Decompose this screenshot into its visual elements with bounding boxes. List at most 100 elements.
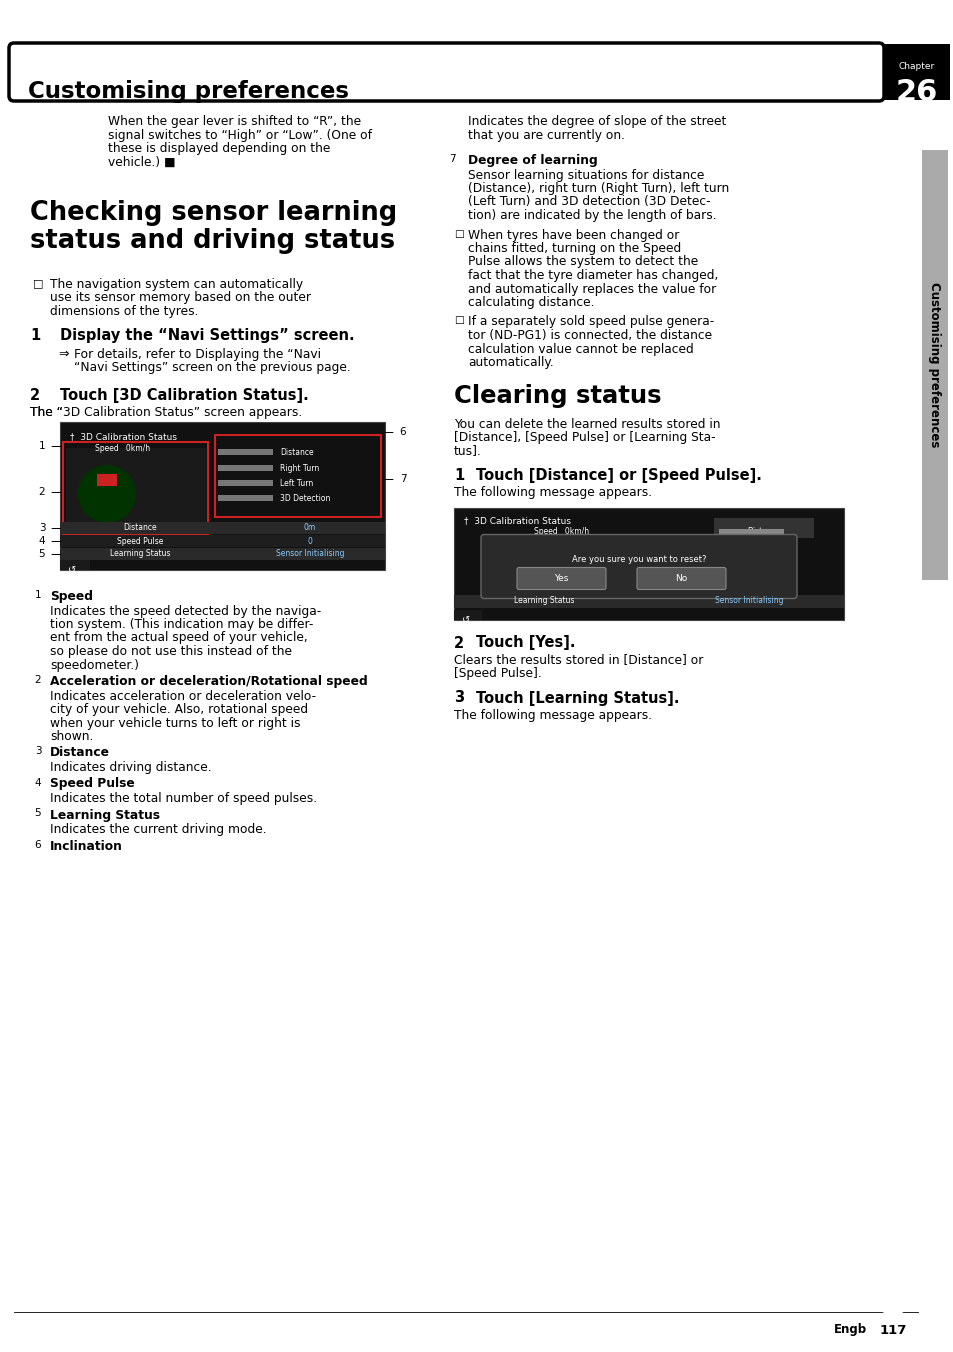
Text: Display the “Navi Settings” screen.: Display the “Navi Settings” screen. bbox=[60, 329, 355, 343]
Bar bbox=[218, 480, 273, 485]
Text: 0m: 0m bbox=[304, 523, 315, 533]
Text: Indicates the total number of speed pulses.: Indicates the total number of speed puls… bbox=[50, 792, 316, 804]
Text: 2: 2 bbox=[39, 487, 45, 498]
Text: tus].: tus]. bbox=[454, 445, 481, 457]
Text: shown.: shown. bbox=[50, 730, 93, 744]
Text: □: □ bbox=[454, 228, 463, 238]
Text: “Navi Settings” screen on the previous page.: “Navi Settings” screen on the previous p… bbox=[74, 361, 351, 375]
Text: 7: 7 bbox=[448, 154, 455, 164]
Text: 2: 2 bbox=[30, 388, 40, 403]
Text: Speed   0km/h: Speed 0km/h bbox=[534, 527, 589, 537]
Text: 117: 117 bbox=[879, 1324, 905, 1337]
Text: †  3D Calibration Status: † 3D Calibration Status bbox=[70, 433, 177, 441]
Text: these is displayed depending on the: these is displayed depending on the bbox=[108, 142, 330, 155]
Text: tion) are indicated by the length of bars.: tion) are indicated by the length of bar… bbox=[468, 210, 716, 222]
Text: The navigation system can automatically: The navigation system can automatically bbox=[50, 279, 303, 291]
Text: that you are currently on.: that you are currently on. bbox=[468, 128, 624, 142]
Bar bbox=[921, 150, 947, 580]
Text: Speed Pulse: Speed Pulse bbox=[50, 777, 134, 791]
Bar bbox=[218, 495, 273, 502]
Text: You can delete the learned results stored in: You can delete the learned results store… bbox=[454, 418, 720, 430]
Text: 2: 2 bbox=[454, 635, 464, 650]
Text: fact that the tyre diameter has changed,: fact that the tyre diameter has changed, bbox=[468, 269, 718, 283]
Text: Clearing status: Clearing status bbox=[454, 384, 660, 407]
Text: 3: 3 bbox=[34, 746, 41, 757]
Bar bbox=[60, 560, 90, 571]
Text: ent from the actual speed of your vehicle,: ent from the actual speed of your vehicl… bbox=[50, 631, 308, 645]
Text: The “3D Calibration Status” screen appears.: The “3D Calibration Status” screen appea… bbox=[30, 406, 302, 419]
Text: Learning Status: Learning Status bbox=[110, 549, 170, 558]
Text: For details, refer to Displaying the “Navi: For details, refer to Displaying the “Na… bbox=[74, 347, 320, 361]
Text: Degree of learning: Degree of learning bbox=[468, 154, 598, 168]
Text: □: □ bbox=[33, 279, 44, 288]
Text: 6: 6 bbox=[399, 427, 406, 437]
Text: The following message appears.: The following message appears. bbox=[454, 708, 652, 722]
FancyBboxPatch shape bbox=[9, 43, 883, 101]
Text: (Left Turn) and 3D detection (3D Detec-: (Left Turn) and 3D detection (3D Detec- bbox=[468, 196, 710, 208]
FancyBboxPatch shape bbox=[517, 568, 605, 589]
Circle shape bbox=[29, 836, 47, 853]
Bar bbox=[214, 435, 380, 516]
Circle shape bbox=[394, 423, 412, 441]
Text: ⇒: ⇒ bbox=[58, 347, 69, 361]
Text: Touch [Learning Status].: Touch [Learning Status]. bbox=[476, 691, 679, 706]
Text: Indicates the current driving mode.: Indicates the current driving mode. bbox=[50, 823, 266, 836]
Text: 1: 1 bbox=[454, 468, 464, 483]
Text: 3D Detection: 3D Detection bbox=[280, 493, 330, 503]
Circle shape bbox=[29, 585, 47, 604]
Text: and automatically replaces the value for: and automatically replaces the value for bbox=[468, 283, 716, 296]
Text: calculating distance.: calculating distance. bbox=[468, 296, 594, 310]
Bar bbox=[60, 548, 385, 560]
Circle shape bbox=[29, 671, 47, 690]
Bar bbox=[60, 535, 385, 548]
Text: Sensor Initialising: Sensor Initialising bbox=[714, 596, 782, 604]
Text: Learning Status: Learning Status bbox=[514, 596, 574, 604]
Text: Touch [Distance] or [Speed Pulse].: Touch [Distance] or [Speed Pulse]. bbox=[476, 468, 761, 483]
Circle shape bbox=[29, 773, 47, 791]
Text: The “: The “ bbox=[30, 406, 63, 419]
Bar bbox=[713, 518, 813, 538]
Text: Sensor Initialising: Sensor Initialising bbox=[275, 549, 344, 558]
Text: Yes: Yes bbox=[554, 575, 568, 583]
Text: 1: 1 bbox=[30, 329, 40, 343]
Bar bbox=[60, 422, 385, 571]
FancyBboxPatch shape bbox=[637, 568, 725, 589]
Bar bbox=[454, 595, 843, 607]
Text: Speed   0km/h: Speed 0km/h bbox=[95, 443, 150, 453]
Bar bbox=[454, 507, 843, 619]
Text: Distance: Distance bbox=[50, 746, 110, 760]
Text: calculation value cannot be replaced: calculation value cannot be replaced bbox=[468, 342, 693, 356]
Text: Chapter: Chapter bbox=[898, 62, 934, 72]
Text: 7: 7 bbox=[399, 475, 406, 484]
Text: Distance: Distance bbox=[123, 523, 156, 533]
Text: 5: 5 bbox=[39, 549, 45, 558]
Circle shape bbox=[29, 742, 47, 760]
Text: tor (ND-PG1) is connected, the distance: tor (ND-PG1) is connected, the distance bbox=[468, 329, 711, 342]
Bar bbox=[884, 45, 949, 100]
Text: Customising preferences: Customising preferences bbox=[28, 80, 349, 103]
Text: 3: 3 bbox=[454, 691, 464, 706]
Circle shape bbox=[33, 531, 51, 550]
Text: so please do not use this instead of the: so please do not use this instead of the bbox=[50, 645, 292, 658]
Text: Distance: Distance bbox=[746, 527, 780, 537]
Text: 0: 0 bbox=[307, 537, 313, 545]
Text: Pulse allows the system to detect the: Pulse allows the system to detect the bbox=[468, 256, 698, 269]
Text: dimensions of the tyres.: dimensions of the tyres. bbox=[50, 306, 198, 318]
Text: Speed Pulse: Speed Pulse bbox=[116, 537, 163, 545]
Text: [Distance], [Speed Pulse] or [Learning Sta-: [Distance], [Speed Pulse] or [Learning S… bbox=[454, 431, 715, 443]
Circle shape bbox=[33, 483, 51, 502]
Text: Are you sure you want to reset?: Are you sure you want to reset? bbox=[571, 556, 705, 565]
Text: 26: 26 bbox=[895, 78, 937, 107]
Bar bbox=[218, 449, 273, 456]
Text: Speed: Speed bbox=[50, 589, 92, 603]
Text: When the gear lever is shifted to “R”, the: When the gear lever is shifted to “R”, t… bbox=[108, 115, 361, 128]
Text: [Speed Pulse].: [Speed Pulse]. bbox=[454, 667, 541, 680]
Text: city of your vehicle. Also, rotational speed: city of your vehicle. Also, rotational s… bbox=[50, 703, 308, 717]
Text: †  3D Calibration Status: † 3D Calibration Status bbox=[463, 516, 571, 526]
Text: automatically.: automatically. bbox=[468, 356, 553, 369]
Bar bbox=[218, 465, 273, 470]
Text: Indicates the degree of slope of the street: Indicates the degree of slope of the str… bbox=[468, 115, 725, 128]
Text: Left Turn: Left Turn bbox=[280, 479, 313, 488]
Text: Indicates acceleration or deceleration velo-: Indicates acceleration or deceleration v… bbox=[50, 690, 315, 703]
Text: No: No bbox=[674, 575, 686, 583]
